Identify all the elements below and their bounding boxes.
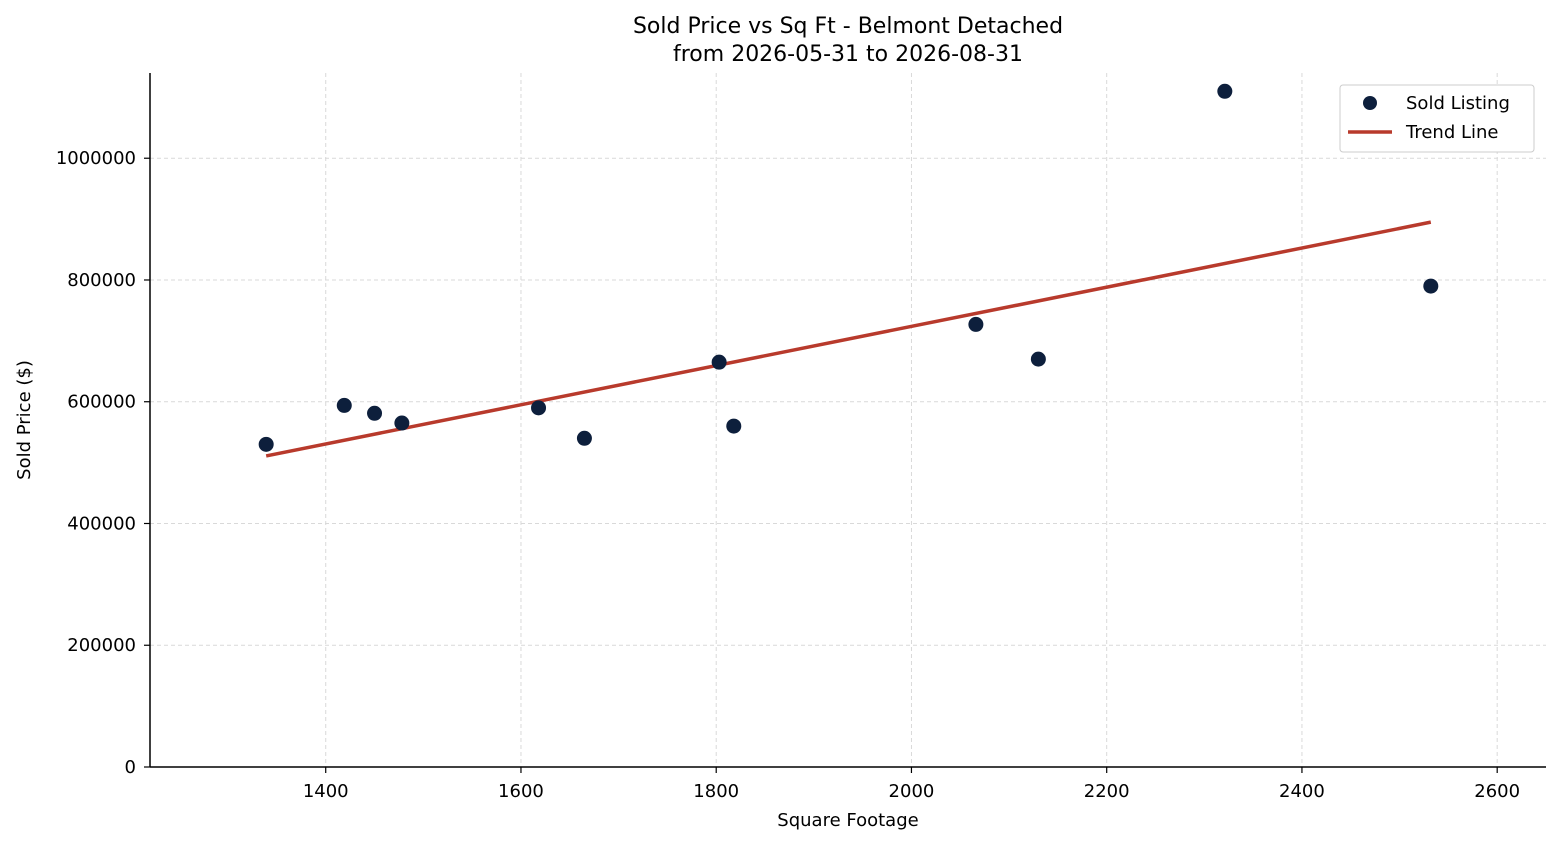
legend: Sold Listing Trend Line (1339, 84, 1535, 153)
y-tick-label: 800000 (67, 270, 136, 291)
y-tick-label: 400000 (67, 513, 136, 534)
data-point (576, 430, 592, 446)
data-point (336, 397, 352, 413)
y-tick-label: 0 (125, 757, 136, 778)
scatter-points (258, 83, 1439, 452)
data-point (968, 316, 984, 332)
data-point (711, 354, 727, 370)
x-tick-label: 2000 (889, 781, 935, 802)
chart-subtitle: from 2026-05-31 to 2026-08-31 (673, 42, 1023, 67)
data-point (258, 436, 274, 452)
legend-label-trend-line: Trend Line (1405, 122, 1499, 143)
x-axis-label: Square Footage (777, 810, 918, 831)
x-tick-label: 2400 (1279, 781, 1325, 802)
data-point (1030, 351, 1046, 367)
data-point (531, 400, 547, 416)
grid (150, 73, 1546, 767)
data-point (1423, 278, 1439, 294)
y-tick-label: 600000 (67, 392, 136, 413)
legend-label-sold-listing: Sold Listing (1406, 93, 1510, 114)
axes: 1400 1600 1800 2000 2200 2400 2600 0 200000 40000… (56, 73, 1546, 802)
x-tick-label: 2600 (1474, 781, 1520, 802)
y-axis-label: Sold Price ($) (14, 360, 35, 480)
data-point (726, 418, 742, 434)
data-point (1217, 83, 1233, 99)
x-tick-label: 1800 (693, 781, 739, 802)
x-tick-label: 1600 (498, 781, 544, 802)
chart-title: Sold Price vs Sq Ft - Belmont Detached (633, 14, 1063, 39)
x-tick-label: 2200 (1084, 781, 1130, 802)
data-point (367, 405, 383, 421)
legend-box (1339, 84, 1535, 153)
data-point (394, 415, 410, 431)
y-tick-label: 1000000 (56, 148, 136, 169)
y-tick-label: 200000 (67, 635, 136, 656)
x-tick-label: 1400 (303, 781, 349, 802)
trend-line-layer (265, 220, 1432, 458)
legend-marker-sold-listing (1363, 96, 1377, 110)
trend-line (265, 220, 1432, 458)
